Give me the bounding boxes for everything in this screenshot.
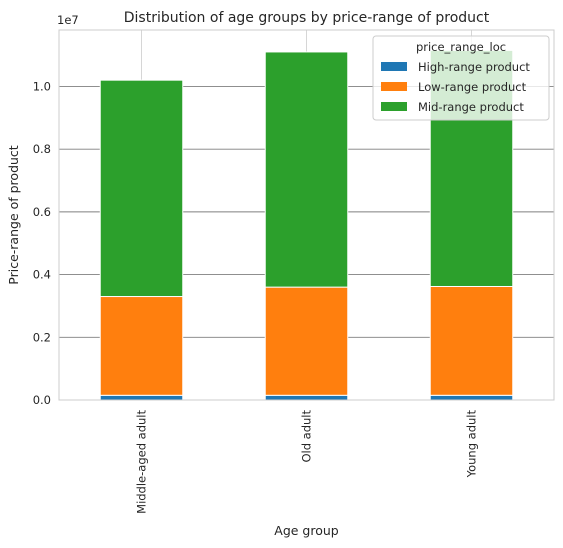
legend-label: High-range product — [418, 60, 530, 74]
bars-layer — [99, 49, 514, 401]
legend-label: Mid-range product — [418, 100, 524, 114]
bar-segment — [429, 285, 514, 396]
bar-segment — [264, 394, 349, 401]
y-tick-label: 1.0 — [33, 79, 51, 93]
axes-frame — [58, 29, 555, 401]
y-tick-label: 0.2 — [33, 330, 51, 344]
y-tick-label: 0.6 — [33, 205, 51, 219]
x-tick-labels: Middle-aged adult Old adult Young adult — [135, 410, 479, 514]
x-tick-label: Young adult — [465, 410, 479, 479]
bar-segment — [99, 79, 184, 298]
legend-label: Low-range product — [418, 80, 527, 94]
legend-swatch — [381, 62, 407, 71]
legend-box — [372, 35, 550, 121]
x-tick-label: Old adult — [300, 410, 314, 463]
bar-segment — [99, 296, 184, 396]
bar-segment — [429, 394, 514, 401]
y-scale-label: 1e7 — [57, 13, 79, 27]
x-tick-label: Middle-aged adult — [135, 410, 149, 514]
legend: price_range_loc High-range product Low-ra… — [372, 35, 550, 121]
bar-segment — [264, 286, 349, 396]
legend-swatch — [381, 102, 407, 111]
x-axis-label: Age group — [274, 523, 339, 538]
chart-title: Distribution of age groups by price-rang… — [124, 10, 490, 26]
legend-swatch — [381, 82, 407, 91]
y-tick-labels: 0.0 0.2 0.4 0.6 0.8 1.0 — [33, 79, 51, 407]
y-axis-label: Price-range of product — [6, 145, 21, 285]
y-tick-label: 0.0 — [33, 393, 51, 407]
y-tick-label: 0.4 — [33, 268, 51, 282]
bar-segment — [99, 394, 184, 401]
bar-segment — [264, 51, 349, 288]
y-tick-label: 0.8 — [33, 142, 51, 156]
legend-title: price_range_loc — [416, 40, 506, 54]
legend-items: High-range product Low-range product Mid-r… — [381, 60, 530, 114]
